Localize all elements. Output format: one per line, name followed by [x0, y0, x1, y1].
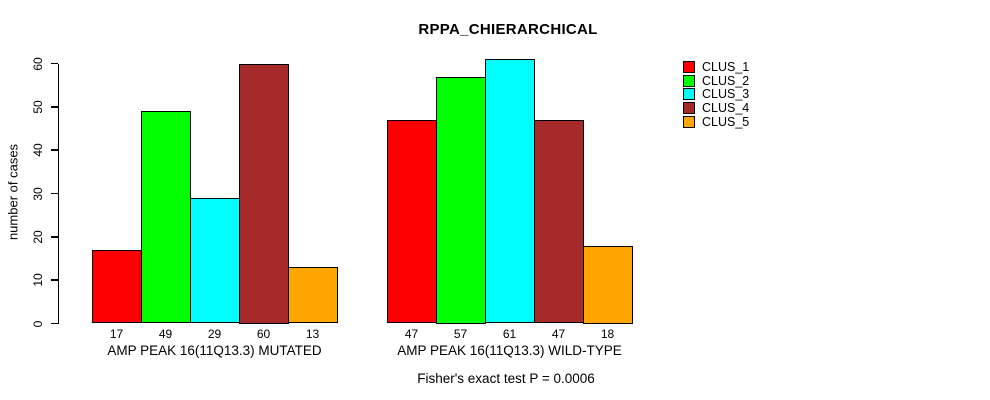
y-tick-label: 40 [31, 143, 45, 157]
bar-clus_4-group1 [239, 63, 289, 324]
bar-clus_1-group1 [92, 249, 142, 324]
bar-clus_4-group2 [534, 119, 584, 324]
bar-value-label: 61 [502, 327, 517, 341]
bar-clus_3-group2 [485, 59, 535, 324]
legend-label: CLUS_3 [702, 87, 750, 102]
legend-swatch-clus_5 [683, 115, 695, 128]
y-tick [50, 149, 58, 151]
legend-item: CLUS_3 [683, 87, 749, 101]
legend-item: CLUS_5 [683, 115, 749, 129]
bar-value-label: 13 [305, 327, 320, 341]
y-tick-label: 30 [31, 186, 45, 201]
legend-swatch-clus_4 [683, 101, 695, 114]
bar-clus_2-group1 [141, 111, 191, 324]
legend-swatch-clus_3 [683, 88, 695, 101]
group-label: AMP PEAK 16(11Q13.3) MUTATED [107, 343, 322, 358]
bar-value-label: 29 [207, 327, 222, 341]
y-tick-label: 20 [31, 230, 45, 244]
legend-swatch-clus_2 [683, 74, 695, 87]
y-tick-label: 50 [31, 100, 45, 114]
bar-clus_1-group2 [387, 119, 437, 324]
bar-value-label: 18 [600, 327, 615, 341]
legend-item: CLUS_4 [683, 101, 749, 115]
legend-label: CLUS_2 [702, 73, 750, 88]
legend-label: CLUS_1 [702, 59, 750, 74]
bar-value-label: 47 [404, 327, 419, 341]
legend-label: CLUS_4 [702, 100, 750, 115]
y-tick [50, 322, 58, 325]
chart-title: RPPA_CHIERARCHICAL [418, 21, 598, 38]
legend-item: CLUS_1 [683, 60, 749, 74]
y-tick [50, 279, 58, 281]
y-tick-label: 0 [31, 320, 45, 327]
y-tick-label: 10 [31, 273, 45, 287]
y-axis-line [57, 63, 59, 324]
bar-clus_5-group2 [583, 245, 633, 324]
y-tick [50, 106, 58, 108]
legend-label: CLUS_5 [702, 114, 750, 129]
bar-clus_5-group1 [288, 267, 338, 324]
y-tick-label: 60 [31, 56, 45, 71]
y-axis-label: number of cases [5, 143, 21, 241]
bar-clus_3-group1 [190, 197, 240, 324]
bar-clus_2-group2 [436, 76, 486, 324]
bar-value-label: 60 [256, 327, 271, 341]
y-tick [50, 62, 58, 65]
legend: CLUS_1 CLUS_2 CLUS_3 CLUS_4 CLUS_5 [683, 60, 749, 129]
bar-value-label: 49 [158, 327, 173, 341]
bar-value-label: 47 [551, 327, 566, 341]
group-label: AMP PEAK 16(11Q13.3) WILD-TYPE [397, 343, 622, 358]
y-tick [50, 236, 58, 238]
fisher-test-annotation: Fisher's exact test P = 0.0006 [417, 371, 595, 386]
legend-item: CLUS_2 [683, 74, 749, 88]
bar-value-label: 17 [109, 327, 124, 341]
legend-swatch-clus_1 [683, 60, 695, 73]
bar-value-label: 57 [453, 327, 468, 341]
y-tick [50, 192, 58, 195]
